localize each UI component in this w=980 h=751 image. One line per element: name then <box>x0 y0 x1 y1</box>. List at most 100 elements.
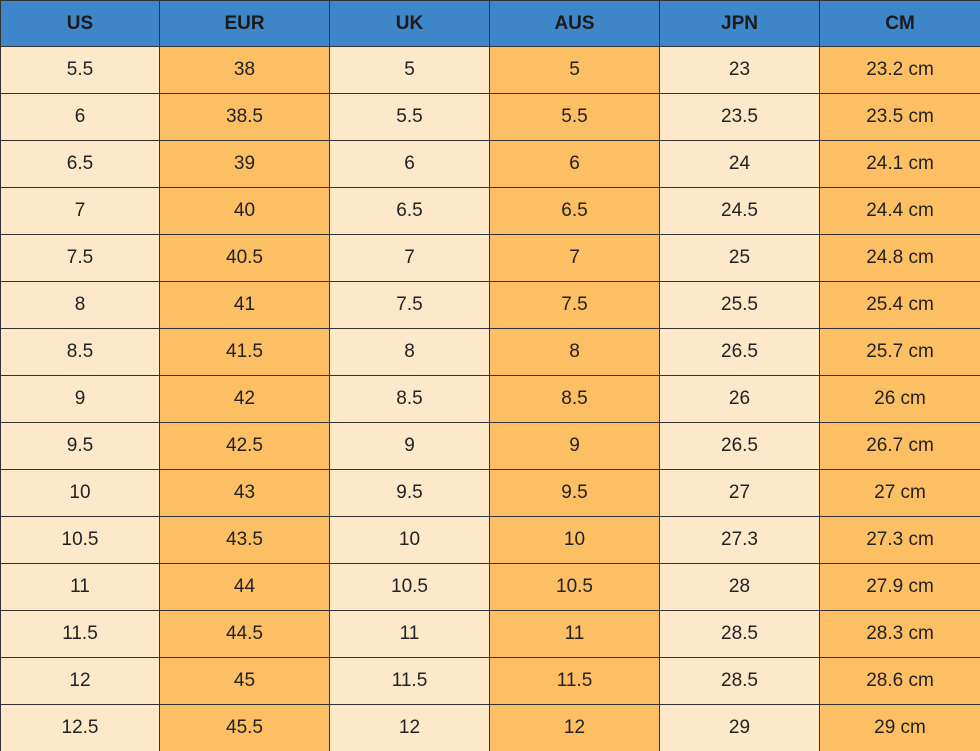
table-cell: 23 <box>659 46 820 94</box>
table-cell: 42.5 <box>159 422 330 470</box>
table-row: 9 42 8.5 8.5 26 26 cm <box>0 375 980 423</box>
table-cell: 41 <box>159 281 330 329</box>
table-cell: 23.2 cm <box>819 46 980 94</box>
table-cell: 9 <box>489 422 660 470</box>
table-row: 12 45 11.5 11.5 28.5 28.6 cm <box>0 657 980 705</box>
table-cell: 7 <box>329 234 490 282</box>
table-row: 11.5 44.5 11 11 28.5 28.3 cm <box>0 610 980 658</box>
table-cell: 23.5 <box>659 93 820 141</box>
table-row: 5.5 38 5 5 23 23.2 cm <box>0 46 980 94</box>
table-cell: 42 <box>159 375 330 423</box>
table-cell: 6.5 <box>489 187 660 235</box>
table-cell: 26 <box>659 375 820 423</box>
table-cell: 45.5 <box>159 704 330 751</box>
column-header: AUS <box>489 0 660 47</box>
table-cell: 26.5 <box>659 422 820 470</box>
table-cell: 8.5 <box>329 375 490 423</box>
table-cell: 25.4 cm <box>819 281 980 329</box>
table-cell: 29 <box>659 704 820 751</box>
table-row: 8 41 7.5 7.5 25.5 25.4 cm <box>0 281 980 329</box>
table-cell: 6.5 <box>0 140 160 188</box>
table-cell: 6 <box>0 93 160 141</box>
table-row: 8.5 41.5 8 8 26.5 25.7 cm <box>0 328 980 376</box>
table-cell: 43 <box>159 469 330 517</box>
table-cell: 44 <box>159 563 330 611</box>
table-cell: 9 <box>0 375 160 423</box>
table-cell: 28.6 cm <box>819 657 980 705</box>
table-cell: 28 <box>659 563 820 611</box>
table-cell: 5.5 <box>489 93 660 141</box>
column-header: UK <box>329 0 490 47</box>
table-cell: 7 <box>0 187 160 235</box>
table-cell: 7 <box>489 234 660 282</box>
table-cell: 7.5 <box>329 281 490 329</box>
table-cell: 28.3 cm <box>819 610 980 658</box>
table-cell: 8.5 <box>489 375 660 423</box>
table-cell: 26 cm <box>819 375 980 423</box>
column-header: CM <box>819 0 980 47</box>
table-cell: 24 <box>659 140 820 188</box>
table-cell: 27.9 cm <box>819 563 980 611</box>
column-header: JPN <box>659 0 820 47</box>
table-body: 5.5 38 5 5 23 23.2 cm 6 38.5 5.5 5.5 23.5 23.5 cm 6.… <box>0 46 980 751</box>
table-cell: 5.5 <box>329 93 490 141</box>
table-cell: 25.5 <box>659 281 820 329</box>
table-cell: 40.5 <box>159 234 330 282</box>
table-cell: 39 <box>159 140 330 188</box>
table-row: 7 40 6.5 6.5 24.5 24.4 cm <box>0 187 980 235</box>
table-cell: 41.5 <box>159 328 330 376</box>
table-cell: 6 <box>489 140 660 188</box>
table-row: 6 38.5 5.5 5.5 23.5 23.5 cm <box>0 93 980 141</box>
table-cell: 9.5 <box>329 469 490 517</box>
table-cell: 26.5 <box>659 328 820 376</box>
table-row: 11 44 10.5 10.5 28 27.9 cm <box>0 563 980 611</box>
table-cell: 7.5 <box>489 281 660 329</box>
table-cell: 24.1 cm <box>819 140 980 188</box>
table-cell: 28.5 <box>659 657 820 705</box>
table-cell: 27 cm <box>819 469 980 517</box>
table-cell: 10 <box>0 469 160 517</box>
table-cell: 40 <box>159 187 330 235</box>
table-cell: 7.5 <box>0 234 160 282</box>
table-row: 12.5 45.5 12 12 29 29 cm <box>0 704 980 751</box>
table-cell: 12.5 <box>0 704 160 751</box>
table-cell: 10 <box>329 516 490 564</box>
table-cell: 29 cm <box>819 704 980 751</box>
table-cell: 24.4 cm <box>819 187 980 235</box>
column-header: US <box>0 0 160 47</box>
table-cell: 27 <box>659 469 820 517</box>
table-cell: 8 <box>489 328 660 376</box>
table-cell: 24.5 <box>659 187 820 235</box>
table-cell: 11.5 <box>0 610 160 658</box>
table-cell: 28.5 <box>659 610 820 658</box>
column-header: EUR <box>159 0 330 47</box>
table-cell: 10.5 <box>329 563 490 611</box>
table-row: 7.5 40.5 7 7 25 24.8 cm <box>0 234 980 282</box>
table-header: US EUR UK AUS JPN CM <box>0 0 980 47</box>
table-cell: 27.3 cm <box>819 516 980 564</box>
table-cell: 8.5 <box>0 328 160 376</box>
header-row: US EUR UK AUS JPN CM <box>0 0 980 47</box>
table-cell: 9.5 <box>489 469 660 517</box>
table-cell: 11 <box>489 610 660 658</box>
table-cell: 11 <box>329 610 490 658</box>
table-cell: 10.5 <box>0 516 160 564</box>
table-cell: 43.5 <box>159 516 330 564</box>
table-cell: 10 <box>489 516 660 564</box>
table-cell: 23.5 cm <box>819 93 980 141</box>
table-cell: 12 <box>329 704 490 751</box>
table-row: 10.5 43.5 10 10 27.3 27.3 cm <box>0 516 980 564</box>
table-row: 10 43 9.5 9.5 27 27 cm <box>0 469 980 517</box>
table-cell: 6.5 <box>329 187 490 235</box>
table-cell: 11.5 <box>489 657 660 705</box>
table-row: 9.5 42.5 9 9 26.5 26.7 cm <box>0 422 980 470</box>
table-cell: 11.5 <box>329 657 490 705</box>
table-cell: 5 <box>329 46 490 94</box>
table-cell: 38 <box>159 46 330 94</box>
table-cell: 6 <box>329 140 490 188</box>
table-cell: 8 <box>0 281 160 329</box>
table-cell: 10.5 <box>489 563 660 611</box>
table-cell: 25.7 cm <box>819 328 980 376</box>
table-cell: 9 <box>329 422 490 470</box>
